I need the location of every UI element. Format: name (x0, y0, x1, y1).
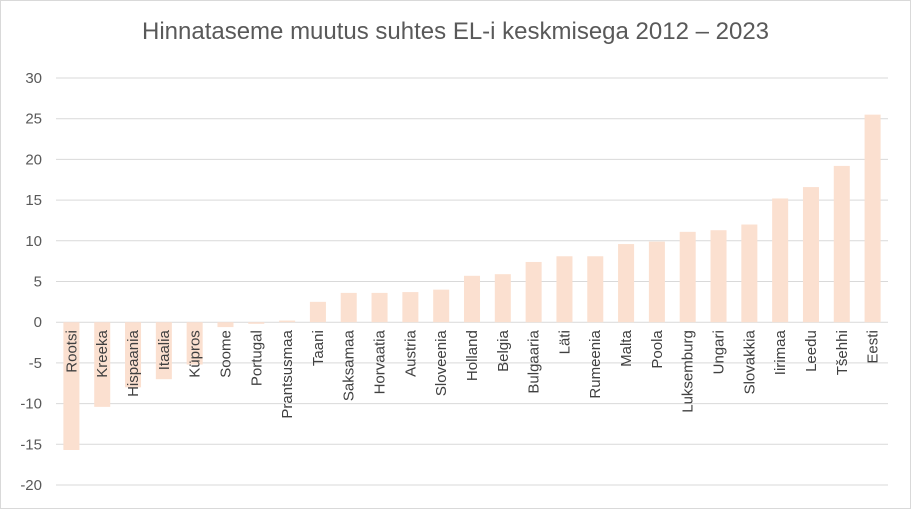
bar (63, 322, 80, 450)
category-label: Kreeka (94, 330, 111, 378)
bar (587, 256, 604, 323)
category-label: Eesti (865, 330, 882, 363)
category-label: Luksemburg (680, 330, 697, 413)
bar (402, 292, 419, 323)
category-label: Leedu (803, 330, 820, 372)
bar (679, 231, 696, 323)
category-label: Itaalia (156, 330, 173, 371)
bar (710, 230, 727, 323)
category-label: Malta (618, 330, 635, 367)
bar (463, 275, 481, 323)
y-tick-label: 20 (25, 151, 42, 168)
bar (525, 261, 542, 323)
bar (618, 244, 635, 323)
bar (371, 292, 388, 323)
bar (94, 322, 111, 407)
category-label: Küpros (187, 330, 204, 378)
category-label: Holland (464, 330, 481, 381)
bar (433, 289, 450, 323)
category-label: Saksamaa (341, 330, 358, 402)
category-label: Slovakkia (741, 330, 758, 395)
bar (217, 322, 234, 328)
bar (556, 256, 573, 323)
category-label: Prantsusmaa (279, 330, 296, 419)
bar (741, 224, 758, 323)
bar (279, 320, 296, 323)
y-tick-label: 5 (34, 274, 42, 291)
category-label: Belgia (495, 330, 512, 372)
category-label: Hispaania (125, 330, 142, 397)
bar (833, 165, 850, 323)
category-label: Tšehhi (834, 330, 851, 375)
category-label: Bulgaaria (526, 330, 543, 394)
category-label: Ungari (711, 330, 728, 374)
category-label: Sloveenia (433, 330, 450, 397)
y-tick-label: 25 (25, 111, 42, 128)
category-label: Austria (402, 330, 419, 377)
category-label: Soome (217, 330, 234, 378)
category-label: Iirimaa (772, 330, 789, 376)
y-tick-label: -15 (20, 436, 42, 453)
category-label: Portugal (248, 330, 265, 386)
bar (155, 322, 172, 380)
category-label: Rootsi (63, 330, 80, 373)
category-label: Horvaatia (372, 330, 389, 395)
category-label: Rumeenia (587, 330, 604, 399)
bar (864, 114, 881, 323)
y-tick-label: 0 (34, 314, 42, 331)
bar (186, 322, 203, 365)
bar (648, 241, 665, 323)
bar (802, 187, 819, 323)
category-label: Taani (310, 330, 327, 366)
chart-title: Hinnataseme muutus suhtes EL-i keskmiseg… (141, 18, 770, 45)
y-tick-label: -10 (20, 396, 42, 413)
bar (494, 274, 511, 323)
y-tick-label: 30 (25, 70, 42, 87)
y-tick-label: -20 (20, 477, 42, 494)
bar (248, 322, 265, 324)
bar (125, 322, 142, 388)
bar (772, 198, 789, 323)
category-label: Läti (556, 330, 573, 354)
y-tick-label: 10 (25, 233, 42, 250)
category-label: Poola (649, 330, 666, 369)
bar (309, 301, 326, 323)
y-tick-label: -5 (29, 355, 42, 372)
bar (340, 292, 357, 323)
y-tick-label: 15 (25, 192, 42, 209)
